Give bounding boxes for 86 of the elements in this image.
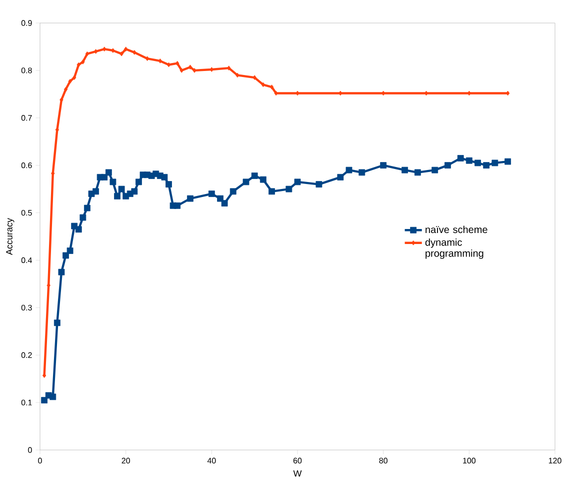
point bbox=[124, 46, 128, 52]
y-tick-label: 0.5 bbox=[21, 210, 32, 216]
point bbox=[260, 176, 266, 183]
point bbox=[58, 268, 65, 276]
point bbox=[84, 204, 90, 212]
point bbox=[466, 157, 472, 164]
point bbox=[114, 192, 120, 200]
point bbox=[145, 56, 150, 61]
point bbox=[270, 84, 274, 90]
legend-label: naïve scheme bbox=[426, 226, 488, 234]
point bbox=[236, 72, 240, 78]
point bbox=[131, 188, 138, 195]
point bbox=[94, 49, 98, 54]
point bbox=[158, 58, 162, 64]
point bbox=[274, 90, 278, 96]
point bbox=[208, 190, 215, 197]
point bbox=[161, 174, 168, 180]
point bbox=[474, 160, 481, 166]
point bbox=[316, 181, 322, 188]
point bbox=[166, 181, 172, 188]
x-tick-label: 0 bbox=[38, 458, 42, 464]
x-tick-label: 60 bbox=[293, 458, 302, 464]
y-tick-label: 0.9 bbox=[21, 20, 32, 26]
point bbox=[80, 214, 86, 221]
x-tick-label: 120 bbox=[548, 458, 562, 464]
point bbox=[105, 169, 112, 176]
point bbox=[120, 51, 124, 56]
point bbox=[66, 248, 74, 254]
x-tick-label: 80 bbox=[379, 458, 388, 464]
x-tick-label: 20 bbox=[122, 458, 130, 464]
point bbox=[75, 226, 82, 233]
point bbox=[72, 75, 76, 80]
point bbox=[54, 320, 60, 326]
point bbox=[346, 166, 352, 174]
point bbox=[492, 160, 498, 166]
point bbox=[64, 87, 68, 92]
point bbox=[242, 178, 250, 186]
y-tick-label: 0.2 bbox=[21, 352, 32, 358]
point bbox=[286, 186, 292, 192]
point bbox=[118, 186, 125, 192]
point bbox=[457, 155, 464, 162]
point bbox=[111, 48, 115, 53]
point bbox=[358, 169, 366, 176]
point bbox=[62, 252, 69, 259]
point bbox=[504, 158, 511, 165]
y-tick-label: 0.8 bbox=[21, 68, 32, 74]
point bbox=[414, 169, 421, 176]
point bbox=[483, 162, 490, 169]
point bbox=[136, 178, 142, 186]
x-axis-title: W bbox=[293, 470, 302, 477]
y-tick-label: 0.7 bbox=[21, 115, 32, 121]
point bbox=[132, 50, 136, 55]
y-tick-label: 0 bbox=[28, 447, 32, 453]
point bbox=[294, 178, 301, 186]
point bbox=[402, 166, 408, 174]
point bbox=[221, 200, 228, 206]
y-tick-label: 0.1 bbox=[21, 400, 32, 406]
point bbox=[50, 394, 56, 400]
y-tick-label: 0.4 bbox=[21, 257, 32, 264]
point bbox=[188, 64, 192, 70]
point bbox=[296, 90, 300, 96]
y-tick-label: 0.3 bbox=[21, 304, 32, 310]
y-tick-label: 0.6 bbox=[21, 162, 32, 168]
point bbox=[174, 202, 181, 209]
point bbox=[92, 188, 99, 195]
point bbox=[338, 90, 342, 96]
point bbox=[268, 188, 275, 195]
point bbox=[102, 46, 106, 52]
point bbox=[432, 166, 438, 174]
point bbox=[251, 172, 258, 179]
point bbox=[444, 162, 451, 169]
point bbox=[337, 174, 344, 180]
point bbox=[217, 195, 224, 202]
point bbox=[110, 178, 116, 186]
point bbox=[252, 75, 256, 80]
point bbox=[380, 162, 387, 169]
point bbox=[81, 60, 85, 64]
point bbox=[68, 78, 72, 84]
point bbox=[230, 188, 236, 195]
point bbox=[180, 68, 184, 73]
x-tick-label: 40 bbox=[207, 458, 216, 464]
x-tick-label: 100 bbox=[463, 458, 476, 464]
y-axis-title: Accuracy bbox=[6, 218, 14, 255]
point bbox=[192, 68, 196, 73]
legend-label: dynamic programming bbox=[425, 238, 484, 259]
point bbox=[187, 195, 194, 202]
